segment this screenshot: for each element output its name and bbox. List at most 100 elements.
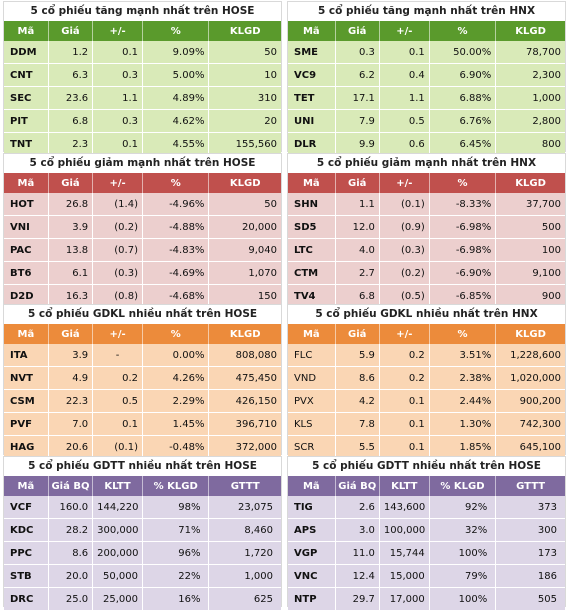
stock-symbol-cell[interactable]: STB [4, 564, 49, 588]
table-row[interactable]: D2D 16.3 (0.8) -4.68% 150 [4, 284, 281, 308]
stock-symbol-cell[interactable]: PIT [4, 109, 49, 133]
table-row[interactable]: VNC 12.4 15,000 79% 186 [288, 564, 565, 588]
column-header[interactable]: +/- [92, 21, 143, 41]
table-row[interactable]: BT6 6.1 (0.3) -4.69% 1,070 [4, 261, 281, 285]
table-row[interactable]: APS 3.0 100,000 32% 300 [288, 518, 565, 542]
stock-symbol-cell[interactable]: UNI [288, 109, 336, 133]
column-header[interactable]: Mã [4, 324, 49, 344]
table-row[interactable]: ITA 3.9-0.00% 808,080 [4, 344, 281, 367]
table-row[interactable]: CNT 6.3 0.3 5.00% 10 [4, 63, 281, 87]
column-header[interactable]: Mã [288, 173, 336, 193]
table-row[interactable]: TIG 2.6 143,600 92% 373 [288, 496, 565, 519]
column-header[interactable]: Mã [288, 476, 336, 496]
table-row[interactable]: PPC 8.6 200,000 96% 1,720 [4, 541, 281, 565]
column-header[interactable]: KLTT [379, 476, 430, 496]
stock-symbol-cell[interactable]: ITA [4, 344, 49, 367]
table-row[interactable]: SD5 12.0 (0.9) -6.98% 500 [288, 215, 565, 239]
stock-symbol-cell[interactable]: KLS [288, 412, 336, 436]
column-header[interactable]: +/- [379, 173, 430, 193]
column-header[interactable]: Mã [4, 21, 49, 41]
column-header[interactable]: Giá [335, 324, 380, 344]
stock-symbol-cell[interactable]: VCF [4, 496, 49, 519]
table-row[interactable]: NVT 4.9 0.2 4.26% 475,450 [4, 366, 281, 390]
column-header[interactable]: +/- [379, 21, 430, 41]
column-header[interactable]: Mã [4, 476, 49, 496]
table-row[interactable]: KDC 28.2 300,000 71% 8,460 [4, 518, 281, 542]
table-row[interactable]: PVX 4.2 0.1 2.44% 900,200 [288, 389, 565, 413]
column-header[interactable]: KLGD [208, 324, 281, 344]
table-row[interactable]: DLR 9.9 0.6 6.45% 800 [288, 132, 565, 156]
stock-symbol-cell[interactable]: PVX [288, 389, 336, 413]
table-row[interactable]: HOT 26.8 (1.4) -4.96% 50 [4, 193, 281, 216]
column-header[interactable]: Giá [335, 21, 380, 41]
stock-symbol-cell[interactable]: SD5 [288, 215, 336, 239]
stock-symbol-cell[interactable]: VND [288, 366, 336, 390]
stock-symbol-cell[interactable]: NTP [288, 587, 336, 611]
column-header[interactable]: KLGD [495, 173, 565, 193]
stock-symbol-cell[interactable]: DRC [4, 587, 49, 611]
table-row[interactable]: SCR 5.5 0.1 1.85% 645,100 [288, 435, 565, 459]
column-header[interactable]: KLGD [495, 324, 565, 344]
column-header[interactable]: % [142, 324, 210, 344]
column-header[interactable]: Giá [335, 173, 380, 193]
stock-symbol-cell[interactable]: BT6 [4, 261, 49, 285]
stock-symbol-cell[interactable]: NVT [4, 366, 49, 390]
stock-symbol-cell[interactable]: KDC [4, 518, 49, 542]
stock-symbol-cell[interactable]: VGP [288, 541, 336, 565]
column-header[interactable]: Mã [288, 21, 336, 41]
table-row[interactable]: FLC 5.9 0.2 3.51% 1,228,600 [288, 344, 565, 367]
column-header[interactable]: +/- [92, 324, 143, 344]
stock-symbol-cell[interactable]: VNC [288, 564, 336, 588]
table-row[interactable]: NTP 29.7 17,000 100% 505 [288, 587, 565, 611]
stock-symbol-cell[interactable]: PPC [4, 541, 49, 565]
column-header[interactable]: Giá [48, 324, 94, 344]
stock-symbol-cell[interactable]: CTM [288, 261, 336, 285]
column-header[interactable]: Giá BQ [335, 476, 380, 496]
table-row[interactable]: SEC 23.6 1.1 4.89% 310 [4, 86, 281, 110]
column-header[interactable]: Mã [4, 173, 49, 193]
table-row[interactable]: LTC 4.0 (0.3) -6.98% 100 [288, 238, 565, 262]
stock-symbol-cell[interactable]: VC9 [288, 63, 336, 87]
stock-symbol-cell[interactable]: LTC [288, 238, 336, 262]
column-header[interactable]: +/- [379, 324, 430, 344]
table-row[interactable]: TET 17.1 1.1 6.88% 1,000 [288, 86, 565, 110]
column-header[interactable]: % [142, 173, 210, 193]
table-row[interactable]: VND 8.6 0.2 2.38% 1,020,000 [288, 366, 565, 390]
column-header[interactable]: GTTT [495, 476, 565, 496]
stock-symbol-cell[interactable]: APS [288, 518, 336, 542]
table-row[interactable]: VCF 160.0 144,220 98% 23,075 [4, 496, 281, 519]
table-row[interactable]: SHN 1.1 (0.1) -8.33% 37,700 [288, 193, 565, 216]
column-header[interactable]: +/- [92, 173, 143, 193]
stock-symbol-cell[interactable]: PAC [4, 238, 49, 262]
column-header[interactable]: % KLGD [429, 476, 497, 496]
stock-symbol-cell[interactable]: VNI [4, 215, 49, 239]
column-header[interactable]: KLTT [92, 476, 143, 496]
table-row[interactable]: PVF 7.0 0.1 1.45% 396,710 [4, 412, 281, 436]
table-row[interactable]: DRC 25.0 25,000 16% 625 [4, 587, 281, 611]
table-row[interactable]: PAC 13.8 (0.7) -4.83% 9,040 [4, 238, 281, 262]
table-row[interactable]: SME 0.3 0.1 50.00% 78,700 [288, 41, 565, 64]
stock-symbol-cell[interactable]: TV4 [288, 284, 336, 308]
table-row[interactable]: VNI 3.9 (0.2) -4.88% 20,000 [4, 215, 281, 239]
stock-symbol-cell[interactable]: HOT [4, 193, 49, 216]
column-header[interactable]: % KLGD [142, 476, 210, 496]
table-row[interactable]: PIT 6.8 0.3 4.62% 20 [4, 109, 281, 133]
stock-symbol-cell[interactable]: PVF [4, 412, 49, 436]
table-row[interactable]: TNT 2.3 0.1 4.55% 155,560 [4, 132, 281, 156]
table-row[interactable]: VGP 11.0 15,744 100% 173 [288, 541, 565, 565]
stock-symbol-cell[interactable]: TET [288, 86, 336, 110]
column-header[interactable]: % [142, 21, 210, 41]
table-row[interactable]: CSM 22.3 0.5 2.29% 426,150 [4, 389, 281, 413]
stock-symbol-cell[interactable]: SHN [288, 193, 336, 216]
column-header[interactable]: Mã [288, 324, 336, 344]
table-row[interactable]: VC9 6.2 0.4 6.90% 2,300 [288, 63, 565, 87]
table-row[interactable]: KLS 7.8 0.1 1.30% 742,300 [288, 412, 565, 436]
table-row[interactable]: HAG 20.6 (0.1) -0.48% 372,000 [4, 435, 281, 459]
table-row[interactable]: DDM 1.2 0.1 9.09% 50 [4, 41, 281, 64]
column-header[interactable]: Giá [48, 21, 94, 41]
column-header[interactable]: KLGD [208, 21, 281, 41]
stock-symbol-cell[interactable]: TIG [288, 496, 336, 519]
table-row[interactable]: UNI 7.9 0.5 6.76% 2,800 [288, 109, 565, 133]
stock-symbol-cell[interactable]: FLC [288, 344, 336, 367]
table-row[interactable]: TV4 6.8 (0.5) -6.85% 900 [288, 284, 565, 308]
